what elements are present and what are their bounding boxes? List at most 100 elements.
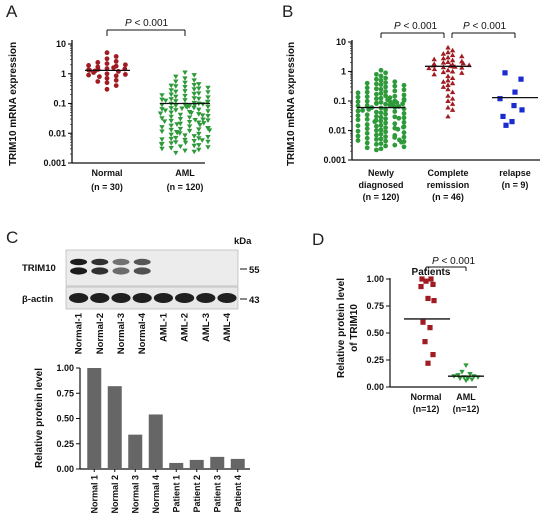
- panel-a-point-normal: [104, 80, 110, 86]
- panel-b-point-newly: [392, 93, 398, 99]
- panel-b-cat-newly: Newly: [368, 168, 394, 178]
- blot-actin-band: [69, 293, 89, 303]
- panel-a-point-aml: [168, 106, 174, 111]
- panel-a-point-aml: [184, 105, 190, 110]
- panel-b-point-newly: [374, 141, 379, 147]
- panel-a-point-aml: [182, 93, 188, 99]
- panel-a-point-aml: [186, 128, 193, 134]
- blot-actin-band: [132, 293, 152, 303]
- panel-b-point-newly: [392, 83, 398, 89]
- panel-a-point-aml: [182, 84, 188, 90]
- panel-b-y-tick-label: 10: [336, 37, 346, 47]
- panel-b-point-newly: [372, 119, 378, 125]
- panel-b-ylabel: TRIM10 mRNA expression: [286, 42, 297, 166]
- panel-b-point-newly: [378, 127, 384, 133]
- panel-b-point-newly: [374, 114, 379, 119]
- blot-actin-band: [90, 293, 110, 303]
- panel-a-point-aml: [173, 74, 179, 80]
- panel-d-ylabel-1: Relative protein level: [336, 278, 347, 378]
- panel-c-bar: [230, 458, 245, 469]
- panel-a-point-aml: [196, 112, 202, 117]
- panel-a-point-aml: [168, 88, 174, 93]
- panel-c-bar-y-tick-label: 0.75: [56, 388, 74, 398]
- panel-a-point-aml: [191, 96, 197, 101]
- panel-b-y-tick-label: 1: [341, 67, 346, 77]
- panel-b-point-relapse: [509, 119, 515, 125]
- panel-b-point-newly: [392, 88, 398, 94]
- panel-b-point-newly: [355, 94, 361, 100]
- panel-b-point-newly: [364, 135, 370, 141]
- panel-a-point-aml: [196, 91, 202, 96]
- panel-a-point-aml: [168, 83, 174, 89]
- panel-b-point-newly: [364, 145, 370, 151]
- panel-b-point-relapse: [500, 113, 506, 120]
- panel-b-pvalue-1: P < 0.001: [394, 21, 438, 32]
- panel-b-point-remission: [459, 65, 465, 70]
- panel-a-point-aml: [168, 145, 174, 151]
- panel-b-point-newly: [396, 115, 402, 121]
- panel-b-point-newly: [355, 108, 361, 114]
- panel-b-point-newly: [383, 101, 388, 107]
- panel-d-letter: D: [312, 230, 324, 249]
- panel-a-point-aml: [161, 119, 168, 125]
- panel-b-point-remission: [445, 73, 451, 79]
- panel-c-bar-y-tick-label: 0.25: [56, 439, 74, 449]
- panel-c-bar-category: Patient 3: [212, 475, 222, 513]
- panel-b-point-newly: [383, 125, 388, 131]
- panel-a-point-aml: [173, 94, 179, 100]
- panel-d-point-normal: [423, 278, 429, 284]
- panel-b-point-remission: [445, 59, 451, 64]
- panel-b-point-remission: [449, 101, 456, 106]
- panel-a-point-aml: [168, 123, 174, 129]
- panel-b-letter: B: [282, 2, 293, 21]
- panel-a-point-normal: [104, 61, 110, 66]
- panel-b-point-newly: [401, 124, 406, 130]
- panel-b-point-newly: [392, 142, 398, 148]
- blot-actin-band: [153, 293, 173, 303]
- panel-a-point-aml: [177, 126, 184, 132]
- panel-a-point-aml: [159, 129, 165, 135]
- blot-actin-membrane: [65, 286, 239, 310]
- panel-a-point-aml: [196, 143, 202, 148]
- panel-c-bar: [148, 414, 163, 469]
- panel-b-point-newly: [401, 144, 407, 150]
- panel-a-point-aml: [182, 89, 188, 94]
- panel-a-point-aml: [196, 147, 202, 153]
- panel-b-point-newly: [374, 91, 379, 97]
- panel-b-point-newly: [355, 138, 361, 143]
- panel-a-point-aml: [159, 107, 165, 112]
- blot-trim10-membrane: [65, 249, 239, 287]
- panel-b-point-newly: [355, 133, 361, 139]
- panel-a-point-normal: [113, 59, 119, 64]
- panel-c-bar-category: Patient 2: [192, 475, 202, 513]
- panel-d-cat-normal-n: (n=12): [413, 404, 440, 414]
- panel-a-point-aml: [182, 98, 188, 103]
- panel-a-pvalue: P < 0.001: [125, 18, 169, 29]
- panel-b-point-newly: [355, 90, 361, 96]
- blot-lane-label: AML-4: [222, 312, 233, 342]
- panel-b-cat-relapse: relapse: [499, 168, 531, 178]
- panel-c-bar-category: Patient 4: [233, 475, 243, 513]
- panel-d-point-normal: [431, 298, 437, 304]
- blot-kda-label: kDa: [234, 236, 252, 247]
- panel-b-point-newly: [383, 80, 388, 86]
- panel-d-ylabel-2: of TRIM10: [349, 304, 360, 352]
- panel-a-point-aml: [159, 146, 165, 152]
- panel-b-point-newly: [378, 136, 384, 142]
- panel-b-y-tick-label: 0.01: [328, 126, 346, 136]
- panel-b-point-remission: [459, 53, 465, 59]
- panel-d-point-aml: [459, 369, 465, 375]
- panel-b-point-newly: [374, 101, 379, 106]
- panel-a-y-tick-label: 1: [61, 69, 66, 79]
- blot-lane-label: AML-1: [158, 312, 169, 342]
- panel-d-cat-normal: Normal: [410, 392, 441, 402]
- panel-a-point-aml: [157, 111, 164, 117]
- panel-a-point-aml: [158, 142, 165, 148]
- panel-b-point-remission: [449, 75, 456, 81]
- panel-b-cat-relapse-n: (n = 9): [502, 180, 529, 190]
- panel-b-point-relapse: [511, 102, 517, 109]
- panel-a-point-aml: [195, 120, 202, 126]
- panel-b-point-newly: [374, 109, 379, 115]
- panel-d-point-aml: [463, 363, 469, 368]
